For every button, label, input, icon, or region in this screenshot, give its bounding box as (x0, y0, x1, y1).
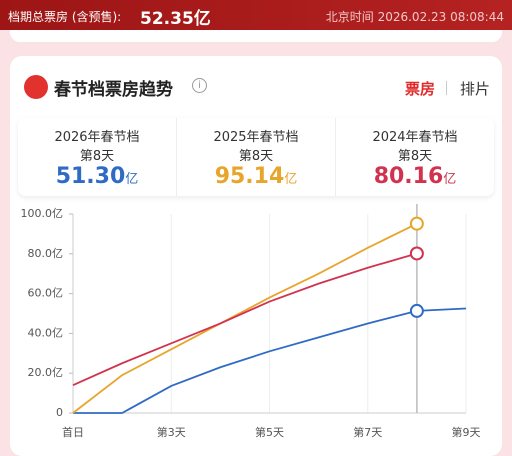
time-value: 2026.02.23 08:08:44 (377, 10, 504, 24)
tab[interactable]: 票房 (405, 80, 436, 98)
logo (24, 75, 48, 99)
card-value: 80.16 (373, 164, 444, 189)
x-tick-label: 第7天 (353, 425, 382, 439)
y-tick-label: 0 (56, 406, 63, 419)
card-value: 51.30 (55, 164, 126, 189)
prev-card (10, 30, 502, 42)
card-unit: 亿 (284, 172, 298, 187)
separator (446, 81, 447, 95)
card-day: 第8天 (238, 149, 274, 164)
card-day: 第8天 (397, 149, 433, 164)
point (409, 303, 424, 318)
time: 北京时间 2026.02.23 08:08:44 (326, 8, 504, 25)
x-tick-label: 第5天 (255, 425, 284, 439)
card-unit: 亿 (125, 172, 139, 187)
y-tick-label: 60.0亿 (28, 287, 64, 300)
x-tick-label: 第3天 (157, 425, 186, 439)
y-tick-label: 100.0亿 (21, 207, 64, 220)
y-tick-label: 80.0亿 (28, 247, 64, 260)
info-icon[interactable]: i (192, 78, 207, 93)
tab[interactable]: 排片 (460, 80, 491, 98)
card-value: 95.14 (214, 164, 285, 189)
total-label: 档期总票房 (含预售): (8, 10, 122, 24)
total-value: 52.35亿 (140, 9, 211, 29)
y-tick-label: 40.0亿 (28, 326, 64, 339)
series-line (72, 252, 418, 386)
card-year: 2026年春节档 (54, 130, 140, 145)
card-year: 2024年春节档 (372, 130, 458, 145)
point (409, 246, 424, 261)
series-line (72, 222, 418, 414)
y-tick-label: 20.0亿 (28, 366, 64, 379)
summary-card: 2025年春节档 第8天 95.14亿 (177, 118, 336, 196)
point (409, 216, 424, 231)
time-label: 北京时间 (325, 10, 374, 24)
card-year: 2025年春节档 (213, 130, 299, 145)
panel-title: 春节档票房趋势 (54, 80, 173, 100)
summary-card: 2024年春节档 第8天 80.16亿 (336, 118, 494, 196)
card-day: 第8天 (79, 149, 115, 164)
series-line (73, 307, 467, 414)
summary: 2026年春节档 第8天 51.30亿 2025年春节档 第8天 95.14亿 2024年春… (18, 118, 494, 196)
header: 档期总票房 (含预售): 52.35亿 北京时间 2026.02.23 08:0… (0, 0, 512, 30)
x-tick-label: 第9天 (452, 425, 481, 439)
card-unit: 亿 (443, 172, 457, 187)
summary-card: 2026年春节档 第8天 51.30亿 (18, 118, 177, 196)
x-tick-label: 首日 (62, 425, 84, 439)
